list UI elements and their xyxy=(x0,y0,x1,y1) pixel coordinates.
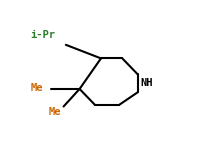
Text: i-Pr: i-Pr xyxy=(31,30,56,40)
Text: Me: Me xyxy=(48,107,61,117)
Text: Me: Me xyxy=(31,83,43,93)
Text: NH: NH xyxy=(140,78,152,88)
